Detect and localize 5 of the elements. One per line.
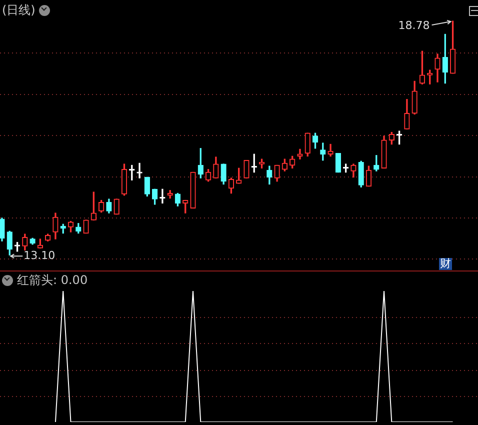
button: 财	[439, 258, 452, 270]
chart-title: 红箭头: 0.00	[17, 273, 88, 287]
annotation: 13.10	[24, 248, 56, 262]
chart-title: (日线)	[2, 3, 36, 17]
annotation: 18.78	[398, 18, 430, 32]
